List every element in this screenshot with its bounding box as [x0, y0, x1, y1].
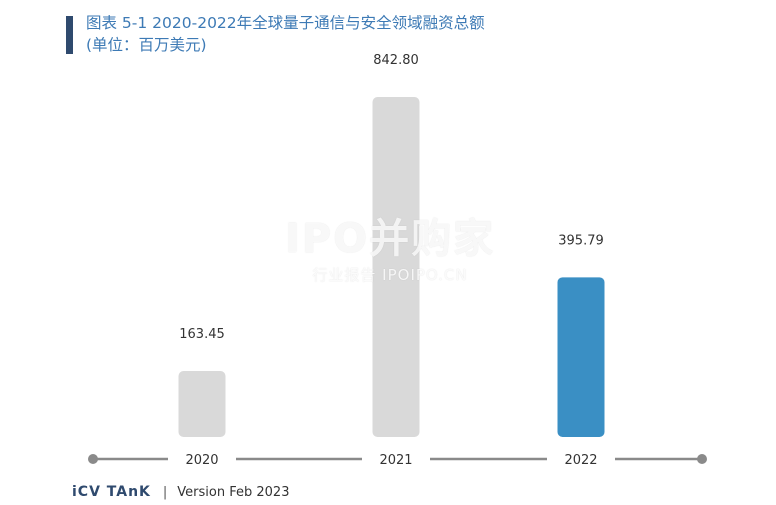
- bar-2022: [557, 277, 605, 437]
- tick-label-2020: 2020: [185, 453, 218, 468]
- axis-start-dot: [88, 454, 98, 464]
- bar-2021: [372, 97, 420, 437]
- brand-logo: iCV TAnK: [72, 484, 151, 500]
- tick-label-2022: 2022: [564, 453, 597, 468]
- footer: iCV TAnK | Version Feb 2023: [72, 484, 289, 500]
- tick-label-bg-2021: [362, 449, 430, 469]
- data-label-2021: 842.80: [373, 53, 419, 68]
- tick-label-bg-2020: [168, 449, 236, 469]
- chart-title: 图表 5-1 2020-2022年全球量子通信与安全领域融资总额: [86, 14, 485, 32]
- title-block: 图表 5-1 2020-2022年全球量子通信与安全领域融资总额 (单位：百万美…: [86, 12, 485, 56]
- data-label-2022: 395.79: [558, 233, 604, 248]
- tick-label-bg-2022: [547, 449, 615, 469]
- bar-2020: [178, 371, 226, 437]
- footer-separator: |: [162, 484, 168, 500]
- axis-end-dot: [697, 454, 707, 464]
- version-text: Version Feb 2023: [177, 484, 290, 500]
- tick-label-2021: 2021: [379, 453, 412, 468]
- data-label-2020: 163.45: [179, 327, 225, 342]
- chart-subtitle: (单位：百万美元): [86, 36, 207, 54]
- title-accent-bar: [66, 16, 73, 54]
